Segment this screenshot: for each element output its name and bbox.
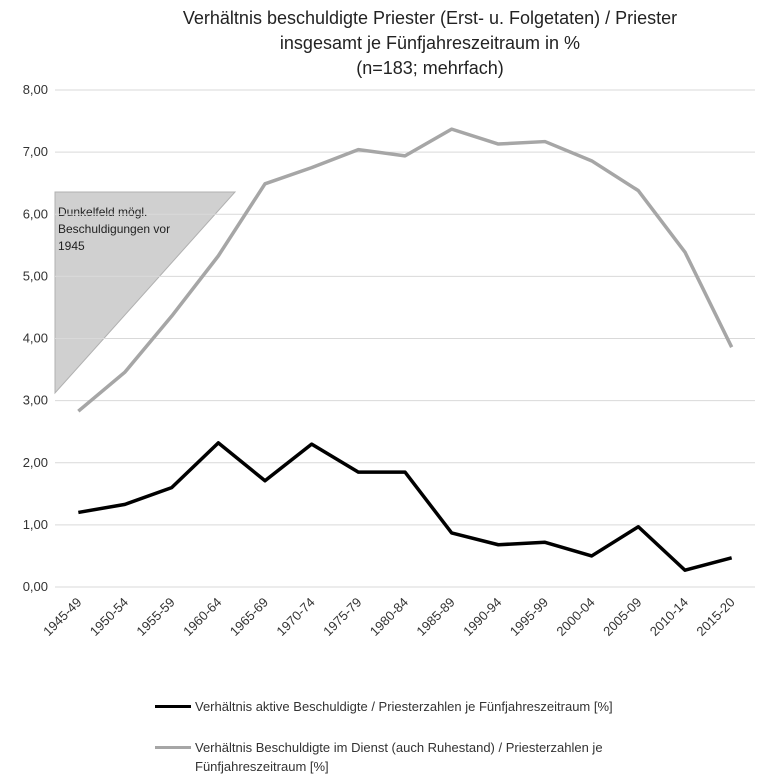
y-tick-label: 5,00 [23,268,48,283]
chart-title: insgesamt je Fünfjahreszeitraum in % [280,33,580,53]
x-tick-label: 1955-59 [133,595,177,639]
annotation: Beschuldigungen vor [58,222,170,236]
series-line [77,127,734,413]
y-tick-label: 4,00 [23,331,48,346]
x-tick-label: 1965-69 [227,595,271,639]
y-tick-label: 0,00 [23,579,48,594]
legend-label: Verhältnis aktive Beschuldigte / Prieste… [195,699,613,714]
annotation: Dunkelfeld mögl. [58,205,147,219]
x-tick-label: 1950-54 [87,595,131,639]
chart-title: (n=183; mehrfach) [356,58,504,78]
x-tick-label: 2015-20 [693,595,737,639]
x-tick-label: 2010-14 [647,595,691,639]
x-tick-label: 1970-74 [273,595,317,639]
y-tick-label: 1,00 [23,517,48,532]
x-tick-label: 1980-84 [367,595,411,639]
legend-swatch [155,746,191,749]
x-tick-label: 1990-94 [460,595,504,639]
chart: Verhältnis beschuldigte Priester (Erst- … [23,8,755,639]
legend-swatch [155,705,191,708]
x-tick-label: 2005-09 [600,595,644,639]
y-tick-label: 6,00 [23,206,48,221]
x-tick-label: 1985-89 [413,595,457,639]
legend-entry: Verhältnis Beschuldigte im Dienst (auch … [155,738,695,776]
x-tick-label: 2000-04 [553,595,597,639]
x-tick-label: 1995-99 [507,595,551,639]
chart-title: Verhältnis beschuldigte Priester (Erst- … [183,8,677,28]
y-tick-label: 7,00 [23,144,48,159]
x-tick-label: 1960-64 [180,595,224,639]
x-tick-label: 1975-79 [320,595,364,639]
x-tick-label: 1945-49 [40,595,84,639]
series-line [78,441,733,572]
legend-label: Verhältnis Beschuldigte im Dienst (auch … [195,740,603,774]
annotation: 1945 [58,239,85,253]
y-tick-label: 2,00 [23,455,48,470]
annotation-triangle [54,191,237,395]
legend-entry: Verhältnis aktive Beschuldigte / Prieste… [155,697,695,716]
y-tick-label: 8,00 [23,82,48,97]
y-tick-label: 3,00 [23,393,48,408]
